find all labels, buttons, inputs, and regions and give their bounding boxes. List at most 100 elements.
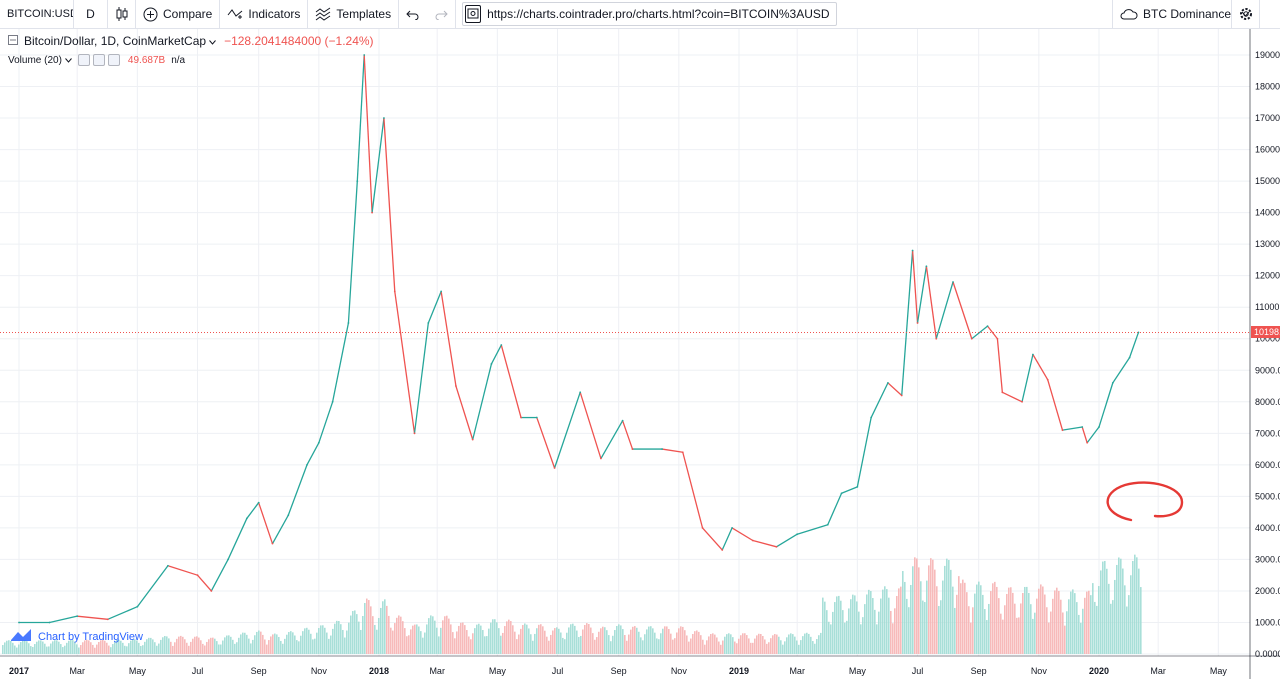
price-segment	[427, 291, 442, 324]
price-point	[701, 526, 704, 529]
volume-bar	[340, 624, 342, 654]
interval-selector[interactable]: D	[74, 0, 108, 28]
volume-bar	[786, 637, 788, 654]
volume-bar	[966, 592, 968, 654]
price-point	[136, 605, 139, 608]
volume-bar	[320, 625, 322, 654]
volume-bar	[32, 646, 34, 654]
compare-button[interactable]: Compare	[136, 0, 221, 28]
volume-bar	[724, 636, 726, 654]
volume-bar	[280, 640, 282, 654]
btc-dominance-label: BTC Dominance	[1143, 7, 1232, 21]
volume-bar	[86, 639, 88, 654]
volume-bar	[1044, 594, 1046, 654]
price-segment	[925, 266, 937, 339]
volume-bar	[538, 624, 540, 654]
volume-bar	[742, 633, 744, 654]
current-price-label: 10198.0	[1251, 326, 1280, 338]
volume-visibility-toggle[interactable]	[77, 54, 90, 66]
volume-bar	[126, 646, 128, 654]
volume-bar	[888, 597, 890, 654]
volume-bar	[1078, 614, 1080, 654]
volume-bar	[644, 634, 646, 654]
series-title[interactable]: Bitcoin/Dollar, 1D, CoinMarketCap	[24, 34, 207, 48]
volume-bar	[284, 638, 286, 654]
volume-bar	[1102, 561, 1104, 654]
volume-bar	[246, 634, 248, 654]
price-segment	[682, 452, 704, 529]
volume-bar	[840, 600, 842, 654]
volume-bar	[404, 628, 406, 654]
volume-bar	[1094, 601, 1096, 654]
volume-bar	[422, 637, 424, 654]
volume-bar	[916, 558, 918, 654]
price-point	[257, 501, 260, 504]
y-tick-label: 1000.000	[1255, 617, 1280, 627]
volume-bar	[544, 630, 546, 654]
volume-settings-toggle[interactable]	[92, 54, 105, 66]
fullscreen-button[interactable]	[1260, 0, 1280, 28]
btc-dominance-button[interactable]: BTC Dominance	[1112, 0, 1250, 28]
volume-bar	[902, 571, 904, 654]
volume-bar	[936, 586, 938, 654]
volume-bar	[518, 634, 520, 654]
undo-button[interactable]	[399, 0, 427, 28]
volume-bar	[468, 636, 470, 654]
indicators-button[interactable]: Indicators	[220, 0, 309, 28]
volume-bar	[178, 636, 180, 654]
price-segment	[318, 401, 334, 443]
volume-bar	[564, 639, 566, 654]
price-segment	[107, 606, 138, 620]
volume-bar	[1020, 603, 1022, 654]
volume-bar	[256, 631, 258, 654]
price-point	[18, 621, 20, 624]
y-tick-label: 6000.000	[1255, 460, 1280, 470]
volume-bar	[454, 638, 456, 654]
volume-bar	[652, 628, 654, 654]
price-segment	[622, 420, 634, 450]
chevron-down-icon[interactable]	[65, 55, 72, 66]
volume-bar	[304, 628, 306, 654]
volume-bar	[658, 639, 660, 654]
volume-bar	[234, 643, 236, 654]
templates-button[interactable]: Templates	[308, 0, 400, 28]
volume-bar	[172, 645, 174, 654]
volume-remove-toggle[interactable]	[107, 54, 120, 66]
volume-bar	[660, 633, 662, 654]
volume-bar	[656, 638, 658, 654]
chart-url-box[interactable]: https://charts.cointrader.pro/charts.htm…	[462, 2, 837, 26]
price-segment	[553, 392, 581, 469]
volume-bar	[188, 645, 190, 654]
volume-bar	[662, 628, 664, 654]
volume-bar	[972, 607, 974, 654]
volume-na: n/a	[171, 54, 186, 66]
price-chart[interactable]: 0.00000 1000.000 2000.000 3000.000 4000.000 5…	[0, 29, 1280, 679]
volume-bar	[402, 621, 404, 654]
volume-bar	[324, 627, 326, 654]
volume-bar	[1140, 587, 1142, 654]
volume-bar	[720, 644, 722, 654]
volume-bar	[306, 627, 308, 654]
symbol-search[interactable]: BITCOIN:USD	[0, 0, 74, 28]
volume-bar	[124, 645, 126, 654]
volume-title[interactable]: Volume (20)	[8, 54, 62, 66]
volume-bar	[722, 640, 724, 654]
volume-bar	[132, 639, 134, 654]
volume-bar	[398, 615, 400, 654]
tradingview-badge[interactable]: Chart by TradingView	[10, 628, 143, 645]
price-point	[621, 419, 624, 422]
settings-button[interactable]	[1232, 0, 1260, 28]
chart-type-button[interactable]	[108, 0, 136, 28]
volume-bar	[104, 640, 106, 654]
volume-bar	[1080, 622, 1082, 654]
volume-bar	[220, 644, 222, 654]
volume-bar	[774, 634, 776, 654]
tradingview-logo-icon	[10, 628, 32, 645]
volume-bar	[1126, 606, 1128, 654]
price-point	[371, 211, 373, 214]
volume-bar	[970, 622, 972, 654]
redo-button[interactable]	[427, 0, 457, 28]
volume-bar	[1056, 587, 1058, 654]
chevron-down-icon[interactable]	[209, 34, 216, 48]
eye-icon[interactable]	[8, 34, 18, 48]
